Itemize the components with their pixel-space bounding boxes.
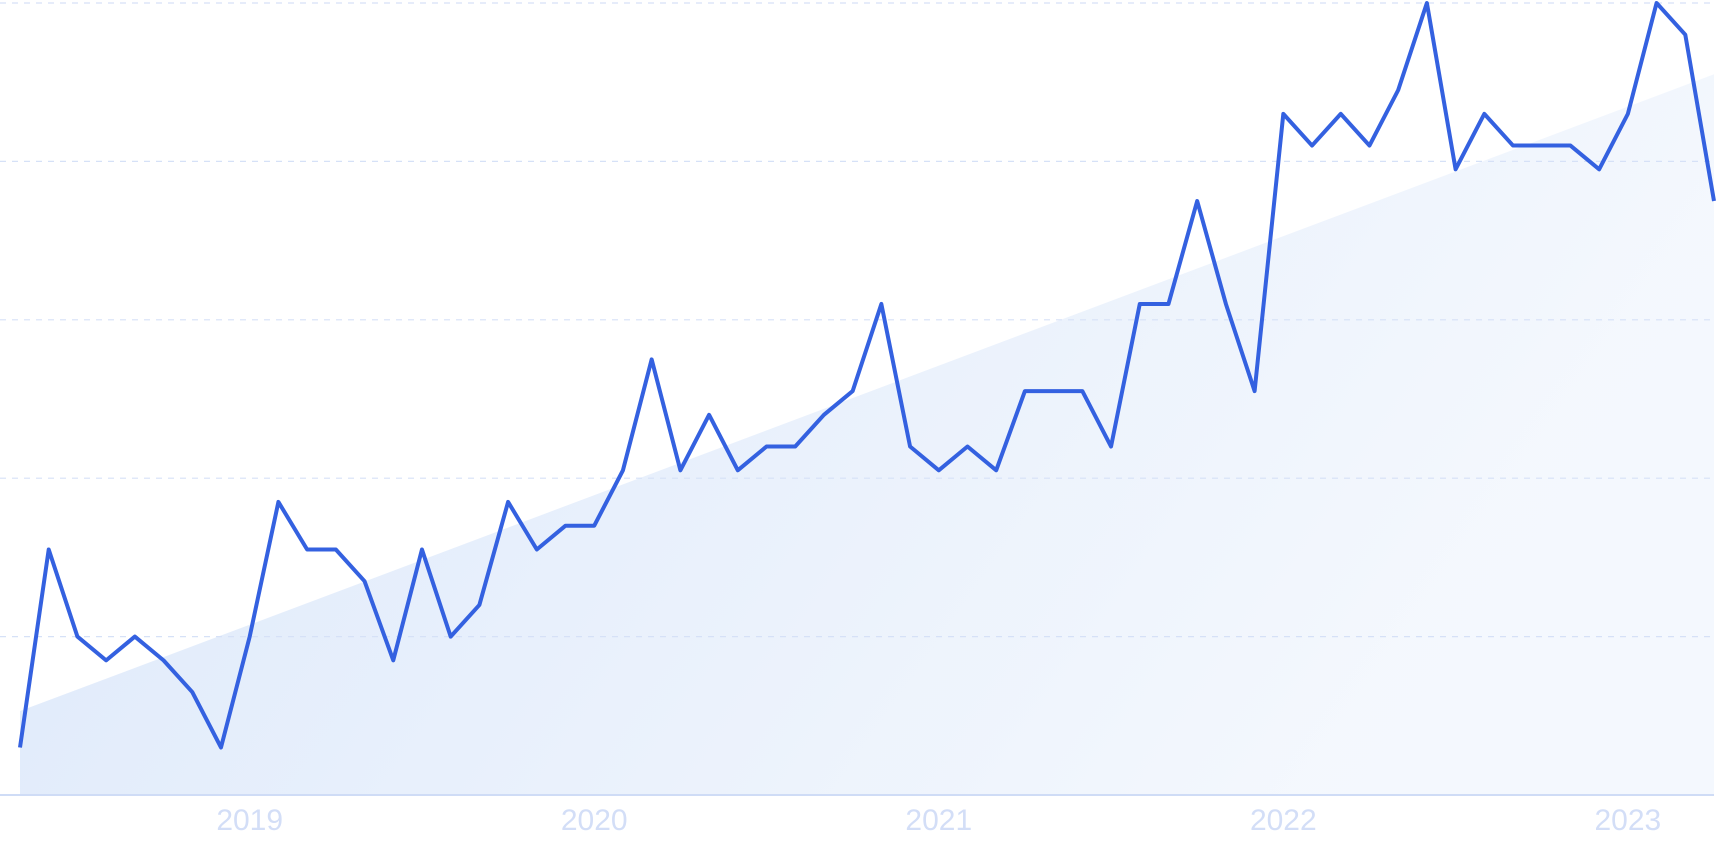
x-tick-label: 2021	[905, 804, 972, 837]
trend-area	[20, 74, 1714, 795]
x-tick-label: 2023	[1594, 804, 1661, 837]
x-tick-label: 2019	[216, 804, 283, 837]
x-tick-label: 2022	[1250, 804, 1317, 837]
x-tick-label: 2020	[561, 804, 628, 837]
line	[18, 1, 1716, 750]
